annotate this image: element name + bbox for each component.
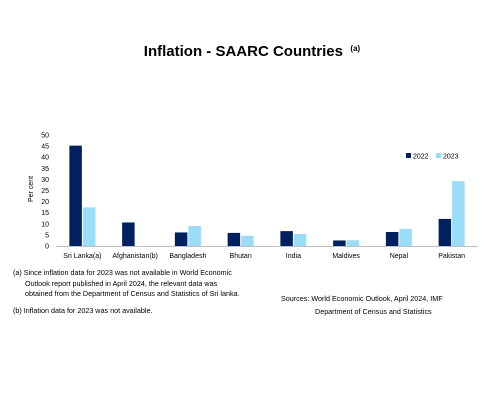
legend-label-2022: 2022 [413, 154, 429, 161]
bar-2023 [82, 207, 96, 246]
x-category-label: Pakistan [438, 253, 465, 260]
y-tick-label: 5 [45, 232, 49, 239]
y-tick-label: 40 [41, 155, 49, 162]
chart-title: Inflation - SAARC Countries (a) [144, 43, 361, 60]
footnote-a-line3: obtained from the Department of Census a… [25, 289, 240, 298]
y-tick-label: 25 [41, 188, 49, 195]
bar-2022 [280, 231, 293, 246]
legend-label-2023: 2023 [443, 154, 459, 161]
x-category-label: Bangladesh [169, 253, 206, 260]
y-tick-label: 30 [41, 177, 49, 184]
legend-swatch-2023 [436, 153, 441, 158]
x-category-label: Maldives [332, 253, 360, 260]
chart-title-text: Inflation - SAARC Countries [144, 43, 343, 60]
bar-2022 [227, 232, 241, 246]
bar-2022 [122, 222, 135, 246]
bar-2022 [174, 232, 188, 246]
sources-line2: Department of Census and Statistics [315, 307, 432, 316]
bar-2023 [188, 226, 201, 246]
x-category-label: India [286, 253, 301, 260]
chart-title-superscript: (a) [350, 44, 360, 53]
footnote-a: (a) Since inflation data for 2023 was no… [13, 268, 240, 300]
bar-2022 [385, 232, 399, 246]
x-category-label: Nepal [390, 253, 409, 260]
x-category-label: Bhutan [230, 253, 252, 260]
y-tick-label: 45 [41, 144, 49, 151]
bar-2022 [333, 240, 346, 246]
bar-2023 [452, 181, 465, 246]
y-tick-label: 20 [41, 199, 49, 206]
plot-area: 0 5 10 15 20 25 30 35 40 45 50 Sri Lanka(a) Afghanis… [41, 133, 478, 260]
footnote-b: (b) Inflation data for 2023 was not avai… [13, 306, 153, 315]
y-tick-label: 15 [41, 210, 49, 217]
bar-2023 [241, 235, 254, 246]
legend-swatch-2022 [406, 153, 411, 158]
bar-2023 [293, 234, 307, 246]
x-category-label: Sri Lanka(a) [63, 253, 101, 260]
bar-2023 [399, 228, 412, 246]
footnote-a-line2: Outlook report published in April 2024, … [25, 278, 218, 288]
y-tick-label: 0 [45, 244, 49, 251]
bar-2022 [69, 145, 82, 246]
x-category-label: Afghanistan(b) [112, 253, 158, 260]
y-tick-label: 35 [41, 166, 49, 173]
y-tick-label: 10 [41, 221, 49, 228]
bar-2023 [346, 240, 360, 246]
footnote-a-line1: (a) Since inflation data for 2023 was no… [13, 268, 232, 277]
y-tick-label: 50 [41, 133, 49, 140]
sources-line1: Sources: World Economic Outlook, April 2… [281, 294, 443, 303]
bar-2022 [438, 218, 452, 246]
y-axis-title: Per cent [28, 176, 35, 202]
